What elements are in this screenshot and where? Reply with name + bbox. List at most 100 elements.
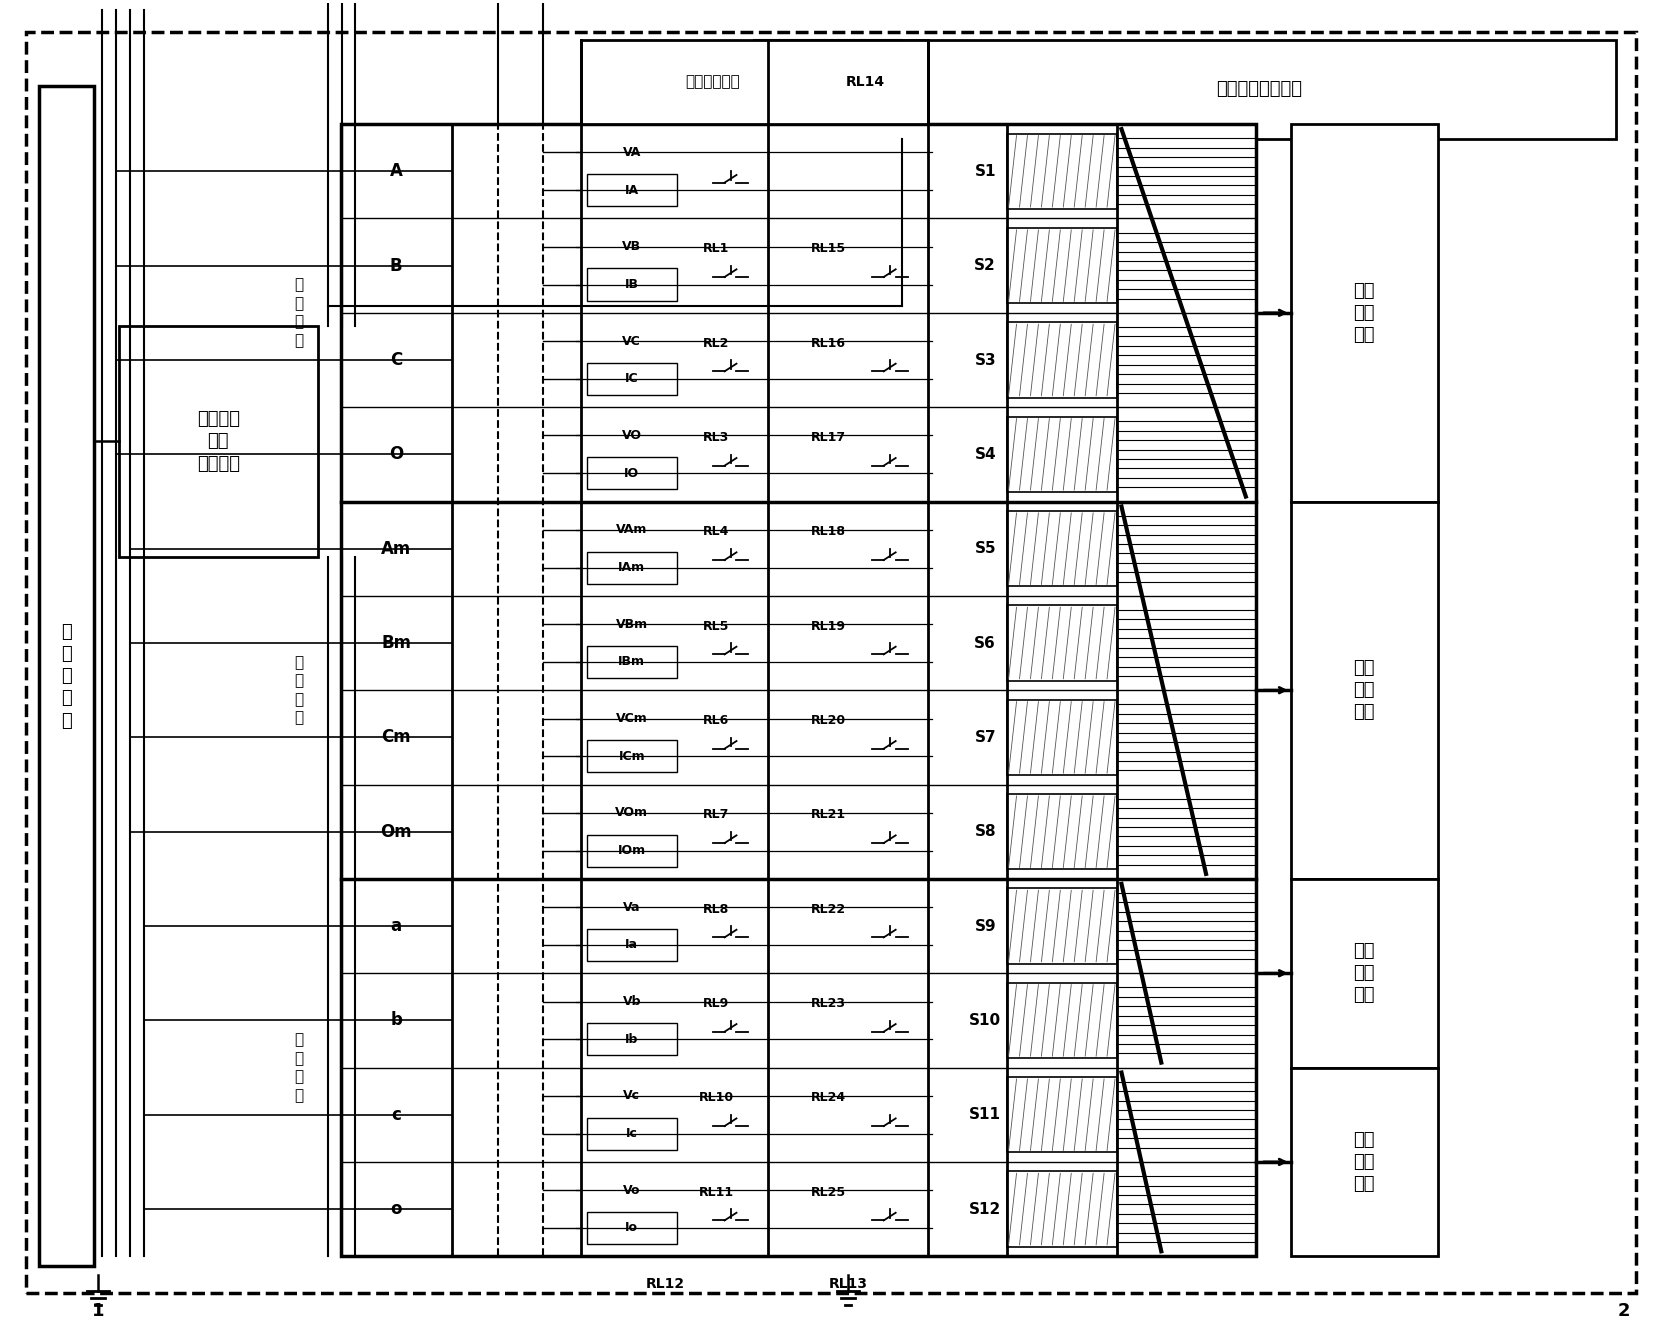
Text: Io: Io (625, 1222, 639, 1235)
Bar (1008, 983, 1116, 1059)
Text: 中
压
绕
组: 中 压 绕 组 (294, 655, 303, 726)
Text: b: b (391, 1011, 402, 1030)
Text: S9: S9 (975, 918, 996, 934)
Bar (587, 1023, 677, 1055)
Text: 有载
测量
模块: 有载 测量 模块 (1354, 659, 1375, 721)
Bar (1008, 322, 1116, 397)
Bar (1008, 700, 1116, 775)
Text: RL5: RL5 (703, 620, 728, 632)
Text: RL14: RL14 (845, 76, 885, 89)
Text: VC: VC (622, 335, 642, 347)
Text: RL24: RL24 (812, 1092, 846, 1104)
Text: RL20: RL20 (812, 714, 846, 727)
Text: RL15: RL15 (812, 242, 846, 256)
Bar (1008, 606, 1116, 681)
Text: IOm: IOm (617, 844, 645, 857)
Bar (1008, 511, 1116, 587)
Text: 变比
测量
模块: 变比 测量 模块 (1354, 1130, 1375, 1192)
Text: RL12: RL12 (645, 1277, 685, 1291)
Text: RL4: RL4 (703, 525, 728, 538)
Text: RL21: RL21 (812, 808, 846, 822)
Text: VA: VA (622, 146, 640, 159)
Text: VO: VO (622, 429, 642, 443)
Text: c: c (391, 1106, 401, 1124)
Text: IC: IC (625, 372, 639, 386)
Text: Ic: Ic (625, 1128, 637, 1140)
Text: S5: S5 (975, 541, 996, 556)
Text: S10: S10 (970, 1012, 1001, 1028)
Text: IO: IO (624, 466, 639, 480)
Bar (587, 269, 677, 301)
Bar (587, 645, 677, 678)
Bar (587, 457, 677, 489)
Text: S4: S4 (975, 447, 996, 462)
Text: RL16: RL16 (812, 337, 846, 350)
Text: S3: S3 (975, 352, 996, 367)
Text: 高
压
绕
组: 高 压 绕 组 (294, 277, 303, 348)
Bar (1008, 416, 1116, 492)
Text: RL18: RL18 (812, 525, 846, 538)
Bar (582, 40, 928, 125)
Text: RL25: RL25 (812, 1186, 846, 1199)
Text: RL1: RL1 (703, 242, 728, 256)
Text: RL9: RL9 (703, 996, 728, 1010)
Text: RL17: RL17 (812, 431, 846, 444)
Text: 电
力
变
压
器: 电 力 变 压 器 (62, 623, 72, 730)
Text: Va: Va (624, 901, 640, 914)
Text: 有载分接
开关
电动机构: 有载分接 开关 电动机构 (196, 411, 239, 473)
Text: RL7: RL7 (703, 808, 728, 822)
Text: C: C (391, 351, 402, 368)
Text: VB: VB (622, 240, 642, 253)
Text: O: O (389, 445, 404, 464)
Text: 电动机构控制模块: 电动机构控制模块 (1216, 81, 1302, 98)
Text: S11: S11 (970, 1108, 1001, 1122)
Text: RL3: RL3 (703, 431, 728, 444)
Text: 切换开关模块: 切换开关模块 (685, 74, 740, 89)
Bar (1008, 134, 1116, 209)
Bar (40, 86, 93, 1267)
Text: Vc: Vc (624, 1089, 640, 1102)
Text: RL13: RL13 (828, 1277, 868, 1291)
Text: VOm: VOm (615, 807, 649, 819)
Text: RL6: RL6 (703, 714, 728, 727)
Text: 2: 2 (1618, 1302, 1630, 1320)
Text: VBm: VBm (615, 617, 649, 631)
Bar (1290, 502, 1438, 878)
Bar (587, 835, 677, 867)
Text: Ia: Ia (625, 938, 639, 951)
Text: RL2: RL2 (703, 337, 728, 350)
Text: RL19: RL19 (812, 620, 846, 632)
Bar (587, 1212, 677, 1244)
Text: Om: Om (381, 823, 412, 841)
Text: IB: IB (625, 278, 639, 292)
Bar (587, 551, 677, 583)
Text: 1: 1 (91, 1302, 105, 1320)
Text: S1: S1 (975, 164, 996, 179)
Text: RL22: RL22 (812, 902, 846, 916)
Bar (1290, 878, 1438, 1068)
Bar (1008, 1171, 1116, 1247)
Text: IAm: IAm (619, 560, 645, 574)
Text: A: A (389, 163, 402, 180)
Bar (587, 363, 677, 395)
Text: Bm: Bm (381, 635, 411, 652)
Text: a: a (391, 917, 402, 935)
Bar (1008, 888, 1116, 963)
Bar (118, 326, 318, 556)
Text: 低
压
绕
组: 低 压 绕 组 (294, 1032, 303, 1102)
Text: 直阻
测量
模块: 直阻 测量 模块 (1354, 282, 1375, 344)
Bar (587, 174, 677, 207)
Bar (1008, 794, 1116, 869)
Bar (1008, 1077, 1116, 1153)
Text: RL10: RL10 (698, 1092, 733, 1104)
Text: 短阻
测量
模块: 短阻 测量 模块 (1354, 942, 1375, 1004)
Text: RL23: RL23 (812, 996, 846, 1010)
Text: Am: Am (381, 539, 411, 558)
Text: S8: S8 (975, 824, 996, 839)
Text: S6: S6 (975, 636, 996, 651)
Bar (587, 1117, 677, 1150)
Bar (1290, 125, 1438, 502)
Text: Cm: Cm (381, 729, 411, 746)
Bar (587, 741, 677, 772)
Text: Ib: Ib (625, 1032, 639, 1045)
